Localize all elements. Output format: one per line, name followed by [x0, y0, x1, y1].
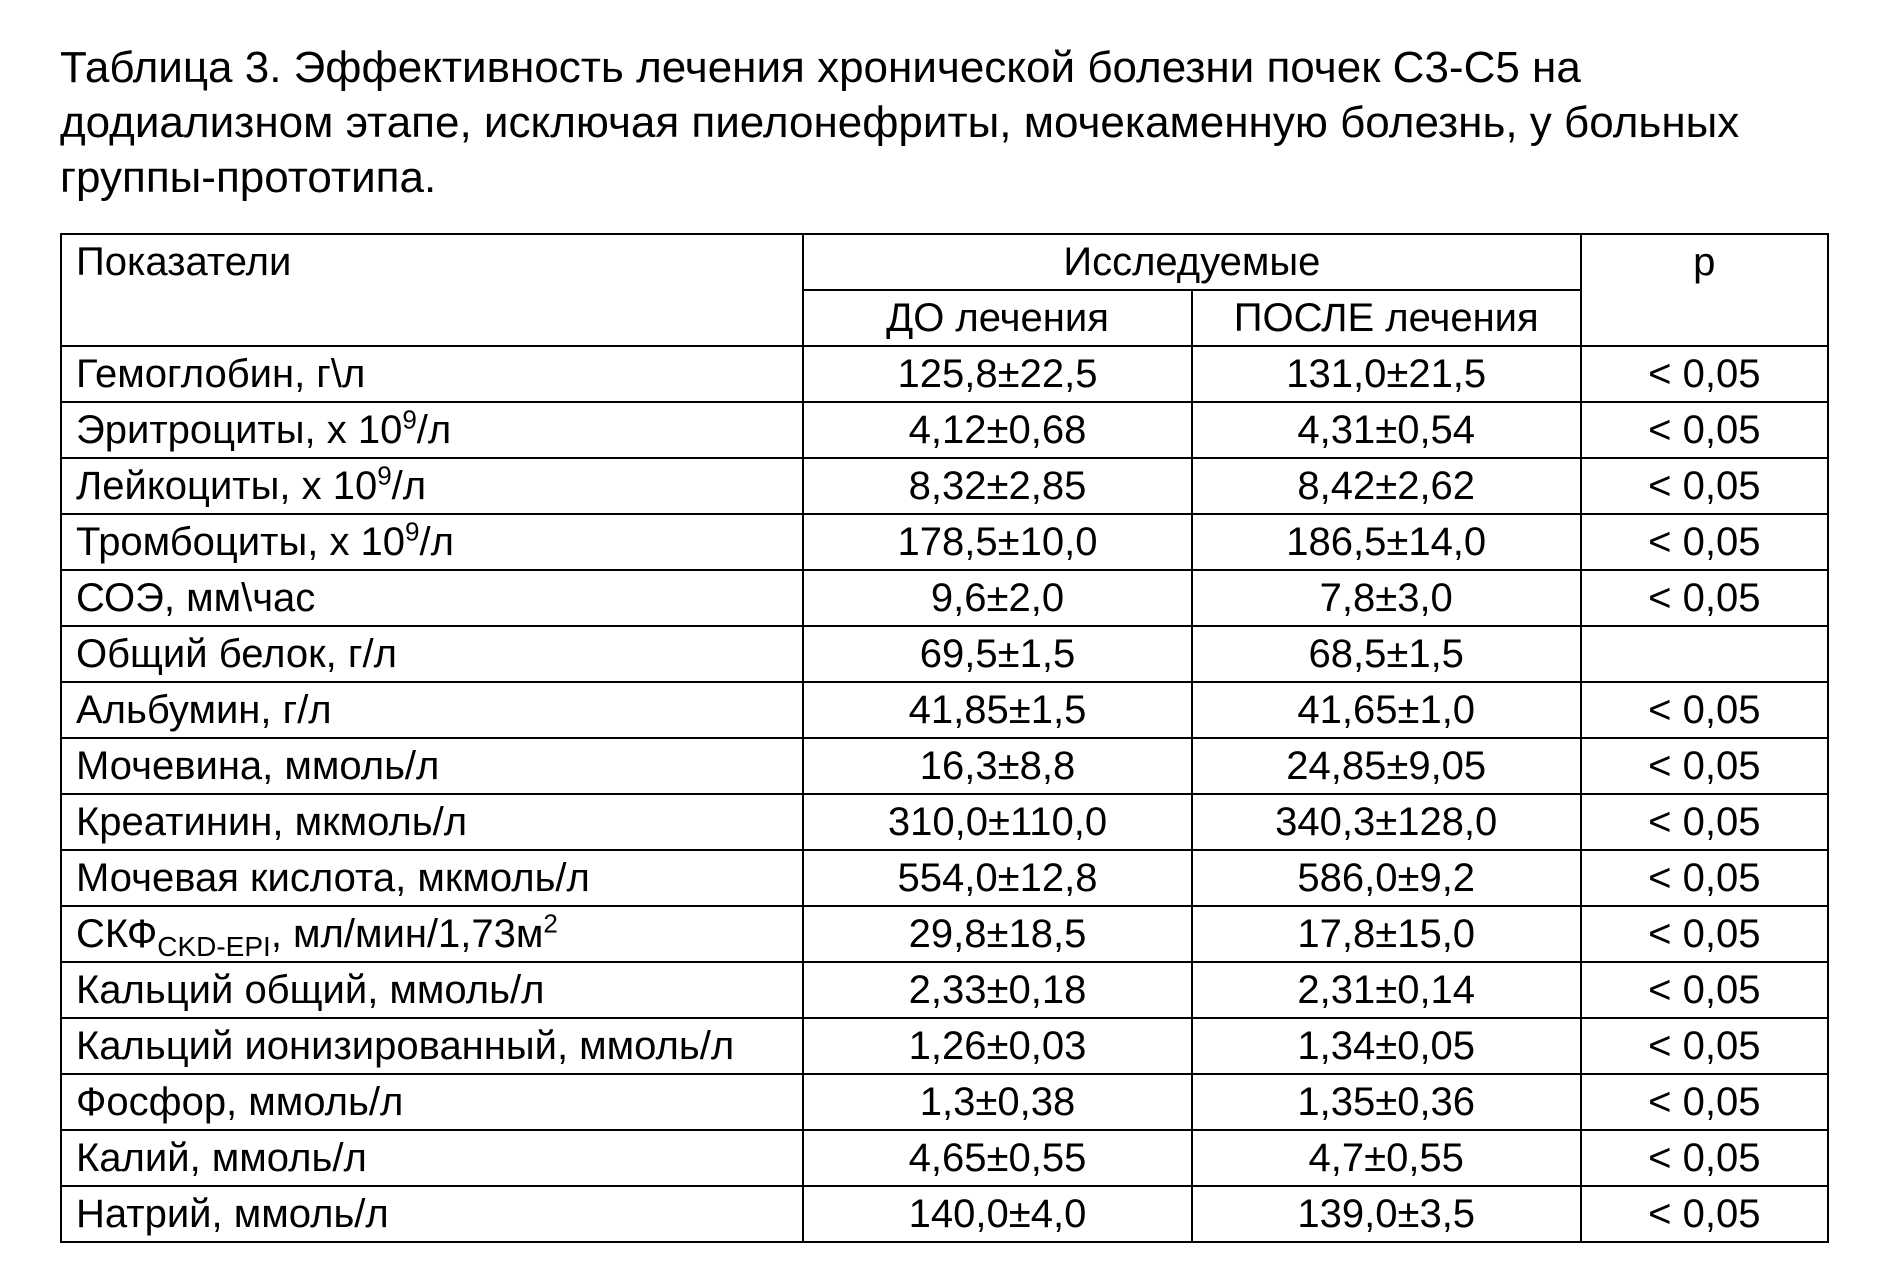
header-indicator: Показатели	[61, 234, 803, 346]
table-row: Альбумин, г/л41,85±1,541,65±1,0< 0,05	[61, 682, 1828, 738]
row-after: 139,0±3,5	[1192, 1186, 1581, 1242]
row-label: Общий белок, г/л	[61, 626, 803, 682]
table-caption: Таблица 3. Эффективность лечения хрониче…	[60, 40, 1829, 205]
row-after: 24,85±9,05	[1192, 738, 1581, 794]
row-before: 2,33±0,18	[803, 962, 1192, 1018]
row-label: Тромбоциты, х 109/л	[61, 514, 803, 570]
row-before: 4,12±0,68	[803, 402, 1192, 458]
row-label: Альбумин, г/л	[61, 682, 803, 738]
row-label: Гемоглобин, г\л	[61, 346, 803, 402]
table-row: Калий, ммоль/л4,65±0,554,7±0,55< 0,05	[61, 1130, 1828, 1186]
row-after: 41,65±1,0	[1192, 682, 1581, 738]
header-p: p	[1581, 234, 1828, 346]
row-before: 554,0±12,8	[803, 850, 1192, 906]
header-after: ПОСЛЕ лечения	[1192, 290, 1581, 346]
header-group: Исследуемые	[803, 234, 1580, 290]
table-row: Кальций общий, ммоль/л2,33±0,182,31±0,14…	[61, 962, 1828, 1018]
row-p: < 0,05	[1581, 402, 1828, 458]
row-p: < 0,05	[1581, 1018, 1828, 1074]
table-row: Тромбоциты, х 109/л178,5±10,0186,5±14,0<…	[61, 514, 1828, 570]
row-before: 1,3±0,38	[803, 1074, 1192, 1130]
table-row: Эритроциты, х 109/л4,12±0,684,31±0,54< 0…	[61, 402, 1828, 458]
row-p: < 0,05	[1581, 346, 1828, 402]
row-p	[1581, 626, 1828, 682]
row-after: 2,31±0,14	[1192, 962, 1581, 1018]
row-p: < 0,05	[1581, 850, 1828, 906]
row-label: Калий, ммоль/л	[61, 1130, 803, 1186]
row-after: 8,42±2,62	[1192, 458, 1581, 514]
row-label: СКФCKD-EPI, мл/мин/1,73м2	[61, 906, 803, 962]
row-before: 178,5±10,0	[803, 514, 1192, 570]
row-after: 17,8±15,0	[1192, 906, 1581, 962]
table-row: Фосфор, ммоль/л1,3±0,381,35±0,36< 0,05	[61, 1074, 1828, 1130]
row-before: 9,6±2,0	[803, 570, 1192, 626]
row-p: < 0,05	[1581, 458, 1828, 514]
row-before: 125,8±22,5	[803, 346, 1192, 402]
row-before: 16,3±8,8	[803, 738, 1192, 794]
row-p: < 0,05	[1581, 962, 1828, 1018]
table-row: СКФCKD-EPI, мл/мин/1,73м229,8±18,517,8±1…	[61, 906, 1828, 962]
row-p: < 0,05	[1581, 794, 1828, 850]
row-p: < 0,05	[1581, 514, 1828, 570]
row-after: 1,35±0,36	[1192, 1074, 1581, 1130]
row-before: 310,0±110,0	[803, 794, 1192, 850]
row-p: < 0,05	[1581, 1130, 1828, 1186]
table-row: Гемоглобин, г\л125,8±22,5131,0±21,5< 0,0…	[61, 346, 1828, 402]
row-after: 1,34±0,05	[1192, 1018, 1581, 1074]
row-p: < 0,05	[1581, 1074, 1828, 1130]
row-after: 68,5±1,5	[1192, 626, 1581, 682]
row-label: Кальций ионизированный, ммоль/л	[61, 1018, 803, 1074]
table-row: Лейкоциты, х 109/л8,32±2,858,42±2,62< 0,…	[61, 458, 1828, 514]
row-before: 140,0±4,0	[803, 1186, 1192, 1242]
row-before: 41,85±1,5	[803, 682, 1192, 738]
row-p: < 0,05	[1581, 906, 1828, 962]
row-label: Кальций общий, ммоль/л	[61, 962, 803, 1018]
table-row: Общий белок, г/л69,5±1,568,5±1,5	[61, 626, 1828, 682]
row-p: < 0,05	[1581, 570, 1828, 626]
table-row: Натрий, ммоль/л140,0±4,0139,0±3,5< 0,05	[61, 1186, 1828, 1242]
row-label: СОЭ, мм\час	[61, 570, 803, 626]
header-before: ДО лечения	[803, 290, 1192, 346]
table-row: Мочевая кислота, мкмоль/л554,0±12,8586,0…	[61, 850, 1828, 906]
row-label: Лейкоциты, х 109/л	[61, 458, 803, 514]
table-body: Гемоглобин, г\л125,8±22,5131,0±21,5< 0,0…	[61, 346, 1828, 1242]
row-label: Мочевая кислота, мкмоль/л	[61, 850, 803, 906]
row-after: 4,31±0,54	[1192, 402, 1581, 458]
row-after: 186,5±14,0	[1192, 514, 1581, 570]
row-label: Эритроциты, х 109/л	[61, 402, 803, 458]
row-after: 4,7±0,55	[1192, 1130, 1581, 1186]
row-before: 29,8±18,5	[803, 906, 1192, 962]
table-row: Креатинин, мкмоль/л310,0±110,0340,3±128,…	[61, 794, 1828, 850]
row-before: 4,65±0,55	[803, 1130, 1192, 1186]
table-row: Кальций ионизированный, ммоль/л1,26±0,03…	[61, 1018, 1828, 1074]
row-label: Фосфор, ммоль/л	[61, 1074, 803, 1130]
row-before: 69,5±1,5	[803, 626, 1192, 682]
row-after: 131,0±21,5	[1192, 346, 1581, 402]
row-label: Натрий, ммоль/л	[61, 1186, 803, 1242]
row-after: 7,8±3,0	[1192, 570, 1581, 626]
row-p: < 0,05	[1581, 738, 1828, 794]
row-after: 340,3±128,0	[1192, 794, 1581, 850]
row-before: 8,32±2,85	[803, 458, 1192, 514]
row-after: 586,0±9,2	[1192, 850, 1581, 906]
row-p: < 0,05	[1581, 682, 1828, 738]
table-row: СОЭ, мм\час9,6±2,07,8±3,0< 0,05	[61, 570, 1828, 626]
row-before: 1,26±0,03	[803, 1018, 1192, 1074]
table-head: Показатели Исследуемые p ДО лечения ПОСЛ…	[61, 234, 1828, 346]
table-row: Мочевина, ммоль/л16,3±8,824,85±9,05< 0,0…	[61, 738, 1828, 794]
page: Таблица 3. Эффективность лечения хрониче…	[0, 0, 1889, 1283]
row-label: Креатинин, мкмоль/л	[61, 794, 803, 850]
data-table: Показатели Исследуемые p ДО лечения ПОСЛ…	[60, 233, 1829, 1243]
row-p: < 0,05	[1581, 1186, 1828, 1242]
row-label: Мочевина, ммоль/л	[61, 738, 803, 794]
